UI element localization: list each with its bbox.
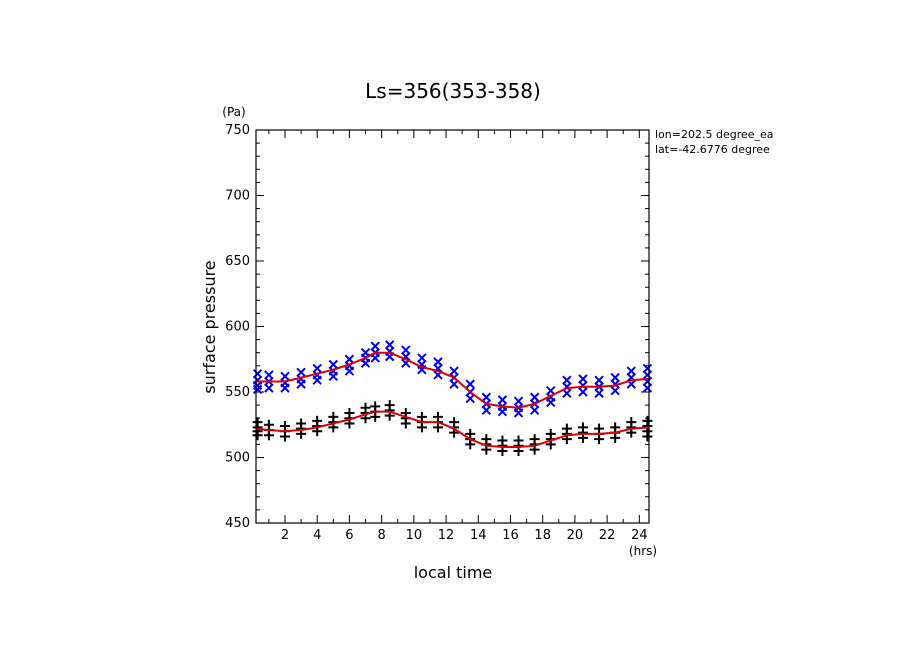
fit-lines <box>255 351 650 448</box>
data-point <box>481 405 492 416</box>
data-point <box>296 379 306 389</box>
data-point <box>610 385 620 396</box>
y-axis-label: surface pressure <box>200 260 219 393</box>
data-point <box>280 383 290 393</box>
y-tick-label: 600 <box>225 320 250 335</box>
data-point <box>328 371 339 381</box>
series-0 <box>252 340 653 418</box>
y-tick-label: 750 <box>225 123 250 138</box>
y-tick-label: 650 <box>225 254 250 269</box>
data-point <box>344 366 355 376</box>
data-point <box>562 388 572 399</box>
chart-title: Ls=356(353-358) <box>365 79 541 103</box>
data-point <box>465 393 475 404</box>
x-tick-label: 4 <box>313 528 321 543</box>
x-tick-label: 18 <box>534 528 551 543</box>
fit-line-1 <box>255 410 650 448</box>
data-point <box>578 387 588 397</box>
data-point <box>513 408 524 418</box>
data-point <box>610 432 621 443</box>
data-point <box>465 439 476 450</box>
location-lon: lon=202.5 degree_ea <box>655 128 774 141</box>
data-point <box>264 383 274 393</box>
x-tick-label: 16 <box>502 528 519 543</box>
x-tick-label: 12 <box>438 528 455 543</box>
data-point <box>642 431 653 442</box>
data-point <box>416 422 427 433</box>
data-point <box>252 430 263 441</box>
y-tick-label: 550 <box>225 385 250 400</box>
x-tick-label: 22 <box>599 528 616 543</box>
data-point <box>370 353 380 363</box>
x-tick-label: 14 <box>470 528 487 543</box>
x-tick-label: 2 <box>281 528 289 543</box>
data-point <box>433 422 444 433</box>
data-point <box>263 430 274 441</box>
y-tick-label: 450 <box>225 516 250 531</box>
data-point <box>529 405 540 416</box>
y-tick-label: 700 <box>225 189 250 204</box>
x-tick-label: 8 <box>377 528 385 543</box>
data-point <box>546 397 556 408</box>
x-tick-label: 10 <box>406 528 423 543</box>
data-points <box>252 340 653 456</box>
data-point <box>400 418 411 429</box>
x-tick-label: 20 <box>567 528 584 543</box>
y-axis-unit: (Pa) <box>222 105 245 119</box>
data-point <box>370 411 381 422</box>
data-point <box>465 379 475 389</box>
data-point <box>594 388 604 399</box>
data-point <box>252 384 263 395</box>
data-point <box>312 375 322 385</box>
data-point <box>642 383 653 393</box>
x-tick-label: 6 <box>345 528 353 543</box>
y-tick-label: 500 <box>225 451 250 466</box>
data-point <box>449 379 459 389</box>
data-point <box>594 434 605 445</box>
location-lat: lat=-42.6776 degree <box>655 143 770 156</box>
fit-line-0 <box>256 351 650 409</box>
x-axis-unit: (hrs) <box>629 544 657 558</box>
data-point <box>279 431 290 442</box>
x-axis-label: local time <box>414 563 493 582</box>
data-point <box>497 406 508 417</box>
data-point <box>360 358 371 368</box>
plot-frame <box>255 129 650 524</box>
x-tick-label: 24 <box>631 528 648 543</box>
